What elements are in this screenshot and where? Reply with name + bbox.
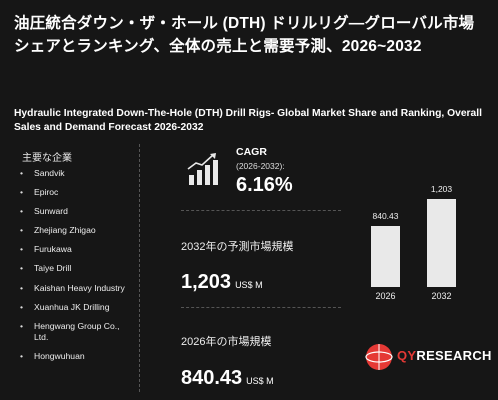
title-english: Hydraulic Integrated Down-The-Hole (DTH)… [14,108,483,133]
market-2032-value: 1,203 [181,271,232,293]
company-item: Taiye Drill [20,263,135,275]
horizontal-divider [181,307,341,308]
company-item: Kaishan Heavy Industry [20,283,135,295]
logo-text-main: QY [397,348,417,363]
market-2026-value-row: 840.43 US$ M [181,367,274,390]
market-2032-label: 2032年の予測市場規模 [181,241,294,253]
growth-chart-icon [187,153,218,185]
companies-heading: 主要な企業 [22,153,72,164]
cagr-period: (2026-2032): [236,161,285,171]
company-item: Sandvik [20,168,135,180]
market-2026-unit: US$ M [246,376,274,386]
bar-category-label-2026: 2026 [375,291,396,301]
bar-value-label-2032: 1,203 [430,184,453,194]
companies-list: Sandvik Epiroc Sunward Zhejiang Zhigao F… [20,168,135,370]
company-item: Hongwuhuan [20,351,135,363]
company-item: Hengwang Group Co., Ltd. [20,321,135,344]
vertical-divider [139,144,140,392]
market-2026-value: 840.43 [181,367,243,389]
market-2032-unit: US$ M [235,280,263,290]
company-item: Furukawa [20,244,135,256]
cagr-value: 6.16% [236,174,293,196]
company-item: Zhejiang Zhigao [20,225,135,237]
bar-value-label-2026: 840.43 [372,211,399,221]
bar-2026 [371,226,400,287]
company-item: Sunward [20,206,135,218]
logo-text-rest: RESEARCH [416,348,492,363]
market-2032-value-row: 1,203 US$ M [181,271,263,294]
qyresearch-logo [365,344,393,370]
bar-category-label-2032: 2032 [431,291,452,301]
title-japanese: 油圧統合ダウン・ザ・ホール (DTH) ドリルリグ—グローバル市場シェアとランキ… [14,15,475,55]
cagr-label: CAGR [236,146,267,158]
market-2026-label: 2026年の市場規模 [181,336,272,348]
horizontal-divider [181,210,341,211]
company-item: Epiroc [20,187,135,199]
bar-2032 [427,199,456,287]
logo-text: QYRESEARCH [397,348,492,363]
company-item: Xuanhua JK Drilling [20,302,135,314]
